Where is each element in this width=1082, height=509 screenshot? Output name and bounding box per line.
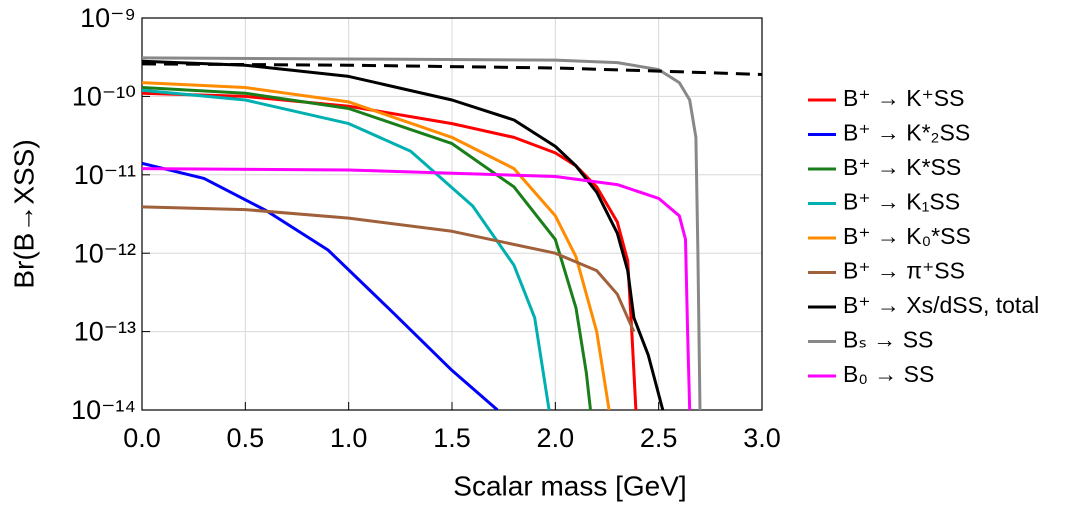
legend-label: B₀ → SS (843, 361, 934, 387)
legend-label: Bₛ → SS (843, 327, 933, 353)
series-line (142, 205, 636, 333)
x-tick-label: 2.0 (537, 423, 575, 453)
series-line (142, 59, 665, 410)
y-tick-label: 10⁻⁹ (80, 3, 136, 33)
x-tick-label: 1.5 (433, 423, 471, 453)
series-line (142, 86, 592, 410)
legend-label: B⁺ → K*₂SS (843, 120, 970, 146)
y-tick-label: 10⁻¹⁴ (71, 395, 136, 425)
legend-label: B⁺ → K⁺SS (843, 85, 964, 111)
legend-label: B⁺ → π⁺SS (843, 258, 965, 284)
series-line (142, 161, 499, 410)
y-tick-label: 10⁻¹² (74, 238, 136, 268)
legend-label: B⁺ → K₀*SS (843, 223, 971, 249)
x-tick-label: 3.0 (743, 423, 781, 453)
x-tick-label: 2.5 (640, 423, 678, 453)
series-line (142, 88, 551, 410)
legend-label: B⁺ → K*SS (843, 154, 961, 180)
series-line (142, 56, 702, 410)
x-tick-label: 0.0 (123, 423, 161, 453)
y-tick-label: 10⁻¹⁰ (72, 82, 136, 112)
series-line (142, 167, 692, 410)
y-tick-label: 10⁻¹³ (74, 317, 136, 347)
series-line (142, 62, 762, 76)
y-axis-label: Br(B→XSS) (8, 139, 39, 288)
x-axis-label: Scalar mass [GeV] (453, 470, 686, 501)
plot-frame (141, 17, 763, 411)
legend-label: B⁺ → K₁SS (843, 189, 960, 215)
legend-label: B⁺ → Xs/dSS, total (843, 292, 1039, 318)
series-line (142, 81, 611, 410)
y-tick-label: 10⁻¹¹ (74, 160, 136, 190)
x-tick-label: 1.0 (330, 423, 368, 453)
x-tick-label: 0.5 (227, 423, 265, 453)
